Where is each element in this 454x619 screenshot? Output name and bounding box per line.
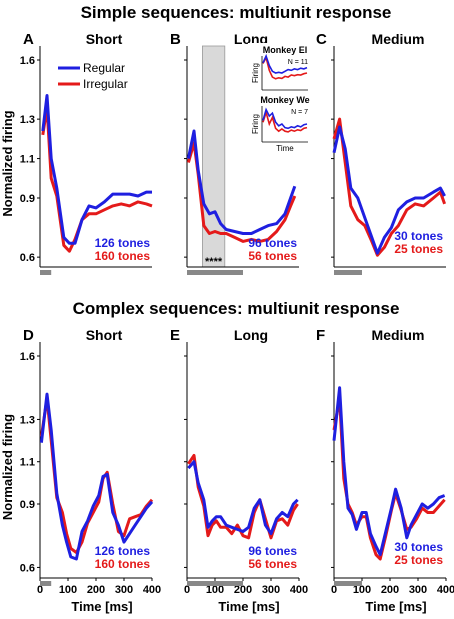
panel-f: F Medium 0 100 200 300 400 Time [ms] 30 tones25 …	[316, 327, 454, 614]
inset-y-label: Firing	[251, 114, 260, 134]
panel-letter: C	[316, 31, 327, 48]
inset-1: Monkey El N = 11 Firing	[248, 43, 312, 92]
count-regular: 126 tones	[95, 544, 151, 558]
count-irregular: 56 tones	[248, 557, 297, 571]
inset-y-label: Firing	[251, 63, 260, 83]
x-axis-label: Time [ms]	[71, 599, 132, 614]
series-line-regular	[187, 460, 299, 536]
panel-title: Long	[234, 327, 268, 343]
y-tick-label: 1.6	[20, 55, 35, 67]
x-tick-label: 100	[59, 584, 77, 596]
stimulus-bar	[40, 581, 52, 586]
panel-letter: D	[23, 327, 34, 344]
panel-letter: B	[170, 31, 181, 48]
y-tick-label: 1.3	[20, 114, 35, 126]
count-regular: 96 tones	[248, 544, 297, 558]
count-regular: 126 tones	[95, 236, 151, 250]
y-tick-label: 0.6	[20, 252, 35, 264]
legend: Regular Irregular	[58, 61, 128, 91]
y-tick-label: 0.9	[20, 499, 35, 511]
panel-letter: A	[23, 31, 34, 48]
y-axis-label: Normalized firing	[0, 110, 15, 216]
series-line-regular	[332, 125, 446, 255]
inset-series-regular	[262, 53, 308, 74]
panel-title: Medium	[372, 327, 425, 343]
inset-n: N = 11	[288, 59, 308, 66]
count-irregular: 56 tones	[248, 249, 297, 263]
inset-2: Monkey We N = 7 Firing Time	[248, 93, 312, 153]
series-line-regular	[41, 94, 152, 245]
x-tick-label: 0	[184, 584, 190, 596]
series-line-irregular	[187, 453, 299, 540]
x-tick-label: 200	[234, 584, 252, 596]
legend-label-irregular: Irregular	[83, 77, 128, 91]
x-tick-label: 0	[331, 584, 337, 596]
inset-background	[248, 93, 312, 144]
x-tick-label: 300	[262, 584, 280, 596]
x-tick-label: 100	[353, 584, 371, 596]
x-tick-label: 0	[37, 584, 43, 596]
stimulus-bar	[334, 581, 362, 586]
count-regular: 30 tones	[394, 540, 443, 554]
section-title-simple: Simple sequences: multiunit response	[81, 3, 392, 22]
x-tick-label: 200	[381, 584, 399, 596]
y-axis-label: Normalized firing	[0, 414, 15, 520]
series-line-irregular	[332, 396, 446, 561]
significance-marks: ****	[205, 256, 223, 268]
stimulus-bar	[187, 270, 243, 275]
count-regular: 30 tones	[394, 229, 443, 243]
count-irregular: 160 tones	[95, 249, 151, 263]
panel-a: A Short 0.6 0.9 1.1 1.3 1.6 Normalized firing 12…	[0, 31, 153, 275]
y-tick-label: 1.3	[20, 414, 35, 426]
x-tick-label: 100	[206, 584, 224, 596]
panel-title: Short	[86, 327, 123, 343]
x-tick-label: 200	[87, 584, 105, 596]
inset-series-irregular	[262, 55, 308, 80]
inset-series-regular	[262, 107, 308, 130]
series-line-irregular	[332, 117, 447, 257]
y-tick-label: 1.6	[20, 351, 35, 363]
panel-letter: E	[170, 327, 180, 344]
y-tick-label: 0.9	[20, 193, 35, 205]
count-irregular: 25 tones	[394, 553, 443, 567]
x-tick-label: 400	[143, 584, 161, 596]
x-axis-label: Time [ms]	[365, 599, 426, 614]
inset-series-irregular	[262, 109, 308, 133]
series-line-irregular	[41, 105, 153, 253]
x-tick-label: 400	[437, 584, 454, 596]
y-tick-label: 0.6	[20, 562, 35, 574]
series-line-regular	[186, 129, 297, 235]
inset-background	[248, 43, 312, 92]
inset-title: Monkey We	[260, 95, 309, 105]
stimulus-bar	[40, 270, 52, 275]
y-tick-label: 1.1	[20, 154, 35, 166]
panel-d: D Short 0.6 0.9 1.1 1.3 1.6 Normalized firing 0 1…	[0, 327, 161, 614]
panel-title: Short	[86, 31, 123, 47]
stimulus-bar	[334, 270, 362, 275]
series-line-irregular	[186, 141, 297, 243]
x-axis-label: Time [ms]	[218, 599, 279, 614]
series-line-regular	[39, 392, 154, 561]
series-line-regular	[332, 386, 446, 557]
stimulus-bar	[187, 581, 243, 586]
x-tick-label: 400	[290, 584, 308, 596]
panel-letter: F	[316, 327, 325, 344]
count-regular: 96 tones	[248, 236, 297, 250]
inset-title: Monkey El	[263, 45, 308, 55]
section-title-complex: Complex sequences: multiunit response	[73, 299, 400, 318]
series-line-irregular	[39, 396, 154, 555]
panel-title: Medium	[372, 31, 425, 47]
x-tick-label: 300	[409, 584, 427, 596]
inset-n: N = 7	[291, 109, 308, 116]
count-irregular: 160 tones	[95, 557, 151, 571]
y-tick-label: 1.1	[20, 457, 35, 469]
count-irregular: 25 tones	[394, 242, 443, 256]
inset-x-label: Time	[276, 144, 294, 153]
legend-label-regular: Regular	[83, 61, 125, 75]
x-tick-label: 300	[115, 584, 133, 596]
